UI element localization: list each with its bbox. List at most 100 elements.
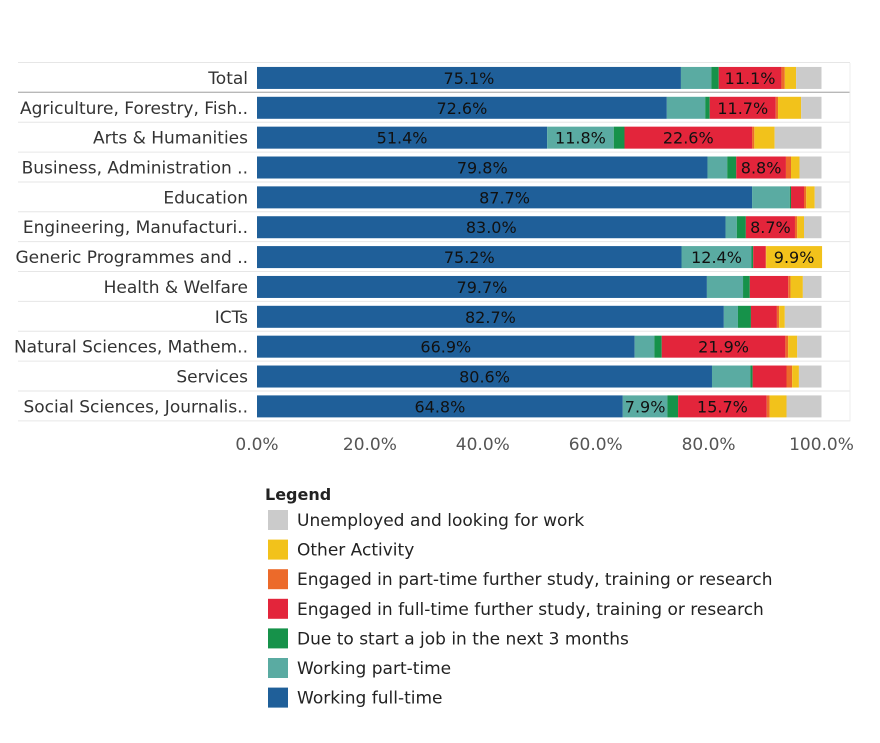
bar-segment: [786, 395, 822, 418]
legend: Legend Unemployed and looking for work Ot…: [265, 485, 772, 709]
chart-grid: [18, 62, 851, 422]
category-label: Total: [207, 69, 248, 89]
data-label: 83.0%: [466, 218, 517, 237]
bar-segment: [791, 156, 800, 179]
category-label: Social Sciences, Journalis..: [23, 397, 248, 417]
bar-segment: [736, 216, 746, 239]
bar-segment: [766, 246, 823, 269]
bar-segment: [752, 186, 790, 209]
bar-segment: [797, 216, 805, 239]
bar-segment: [784, 66, 797, 89]
data-label: 8.7%: [750, 218, 791, 237]
data-label: 9.9%: [774, 248, 815, 267]
bar-segment: [801, 96, 822, 119]
bar-segment: [788, 275, 791, 298]
legend-label: Engaged in full-time further study, trai…: [297, 600, 764, 620]
x-axis: 0.0% 20.0% 40.0% 60.0% 80.0% 100.0%: [235, 435, 854, 455]
category-labels: Total Agriculture, Forestry, Fish.. Arts &…: [14, 69, 248, 417]
bar-segment: [613, 126, 625, 149]
x-tick-label: 0.0%: [235, 435, 278, 455]
legend-label: Working part-time: [297, 659, 451, 679]
data-label: 64.8%: [414, 397, 465, 416]
bar-segment: [774, 126, 822, 149]
data-label: 7.9%: [625, 397, 666, 416]
bar-segment: [622, 395, 668, 418]
data-label: 75.2%: [444, 248, 495, 267]
x-tick-label: 60.0%: [569, 435, 623, 455]
bar-segment: [788, 335, 798, 358]
data-label: 15.7%: [697, 397, 748, 416]
bar-segment: [778, 96, 802, 119]
category-label: ICTs: [215, 308, 248, 328]
bar-segment: [789, 186, 792, 209]
bar-segment: [257, 365, 712, 388]
bar-segment: [727, 156, 737, 179]
bar-segment: [257, 305, 724, 328]
bar-segment: [680, 66, 712, 89]
legend-label: Due to start a job in the next 3 months: [297, 629, 629, 649]
category-label: Generic Programmes and ..: [15, 248, 248, 268]
data-label: 8.8%: [741, 159, 782, 178]
bar-segment: [707, 156, 728, 179]
chart-bars: [257, 66, 823, 418]
data-label: 79.7%: [457, 278, 508, 297]
category-label: Services: [176, 368, 248, 388]
bar-segment: [752, 126, 755, 149]
bar-segment: [706, 275, 744, 298]
bar-segment: [785, 335, 789, 358]
legend-swatch: [268, 598, 288, 619]
legend-swatch: [268, 510, 288, 530]
bar-segment: [769, 395, 787, 418]
bar-segment: [792, 365, 799, 388]
x-tick-label: 80.0%: [682, 435, 736, 455]
bar-segment: [784, 305, 822, 328]
bar-segment: [257, 126, 548, 149]
bar-segment: [776, 305, 780, 328]
data-label: 21.9%: [698, 338, 749, 357]
bar-segment: [806, 186, 815, 209]
category-label: Education: [163, 188, 248, 208]
category-label: Engineering, Manufacturi..: [23, 218, 248, 238]
category-label: Health & Welfare: [104, 278, 248, 298]
category-label: Arts & Humanities: [93, 129, 248, 149]
bar-segment: [257, 156, 708, 179]
bar-segment: [709, 96, 776, 119]
legend-label: Unemployed and looking for work: [297, 511, 584, 531]
data-label: 11.8%: [555, 129, 606, 148]
bar-segment: [804, 216, 822, 239]
bar-segment: [766, 395, 770, 418]
legend-title: Legend: [265, 485, 331, 504]
bar-segment: [775, 96, 779, 119]
bar-segment: [654, 335, 662, 358]
bar-segment: [705, 96, 710, 119]
x-tick-label: 100.0%: [789, 435, 854, 455]
bar-segment: [667, 395, 679, 418]
legend-swatch: [268, 569, 288, 590]
legend-label: Working full-time: [297, 689, 443, 709]
bar-segment: [711, 365, 751, 388]
data-label: 66.9%: [420, 338, 471, 357]
bar-segment: [725, 216, 737, 239]
bar-segment: [798, 365, 822, 388]
x-tick-label: 20.0%: [343, 435, 397, 455]
bar-segment: [678, 395, 767, 418]
bar-segment: [257, 275, 707, 298]
bar-segment: [753, 246, 766, 269]
bar-segment: [257, 246, 682, 269]
data-label: 51.4%: [377, 129, 428, 148]
bar-segment: [666, 96, 706, 119]
bar-segment: [257, 216, 726, 239]
data-label: 80.6%: [459, 368, 510, 387]
legend-swatch: [268, 628, 288, 649]
bar-segment: [257, 335, 635, 358]
bar-segment: [718, 66, 782, 89]
bar-segment: [749, 275, 789, 298]
data-label: 75.1%: [444, 69, 495, 88]
bar-segment: [752, 365, 787, 388]
bar-segment: [736, 156, 786, 179]
category-label: Business, Administration ..: [22, 159, 248, 179]
bar-segment: [751, 246, 754, 269]
data-label: 11.1%: [725, 69, 776, 88]
bar-segment: [547, 126, 614, 149]
legend-swatch: [268, 687, 288, 708]
